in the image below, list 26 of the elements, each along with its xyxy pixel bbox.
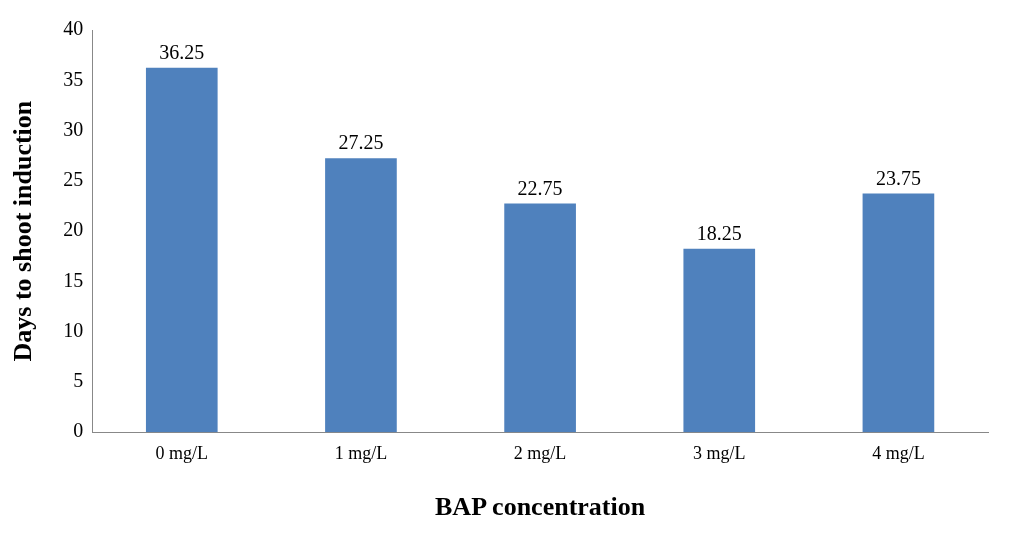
y-tick-label: 35 xyxy=(63,67,84,90)
bar xyxy=(504,203,576,433)
data-label: 27.25 xyxy=(338,131,384,154)
y-tick-label: 30 xyxy=(63,117,84,140)
y-tick-label: 15 xyxy=(63,268,84,291)
bar xyxy=(683,248,756,433)
x-tick-label: 1 mg/L xyxy=(334,442,388,463)
x-tick-label: 4 mg/L xyxy=(872,442,925,463)
data-label: 18.25 xyxy=(696,221,742,244)
x-tick-label: 2 mg/L xyxy=(513,442,567,463)
x-tick-label: 3 mg/L xyxy=(693,442,746,463)
bar xyxy=(145,67,218,433)
y-tick-label: 20 xyxy=(63,218,84,241)
y-tick-label: 40 xyxy=(63,17,84,40)
data-label: 36.25 xyxy=(159,40,205,63)
bar xyxy=(862,193,935,433)
y-tick-label: 0 xyxy=(73,419,84,442)
y-axis-title: Days to shoot induction xyxy=(8,100,38,362)
bar xyxy=(325,158,397,433)
x-tick-label: 0 mg/L xyxy=(155,442,209,463)
y-tick-label: 10 xyxy=(63,318,84,341)
x-axis-title: BAP concentration xyxy=(435,492,646,522)
y-tick-label: 5 xyxy=(73,369,84,392)
data-label: 22.75 xyxy=(517,176,563,199)
data-label: 23.75 xyxy=(875,166,921,189)
y-tick-label: 25 xyxy=(63,168,84,191)
